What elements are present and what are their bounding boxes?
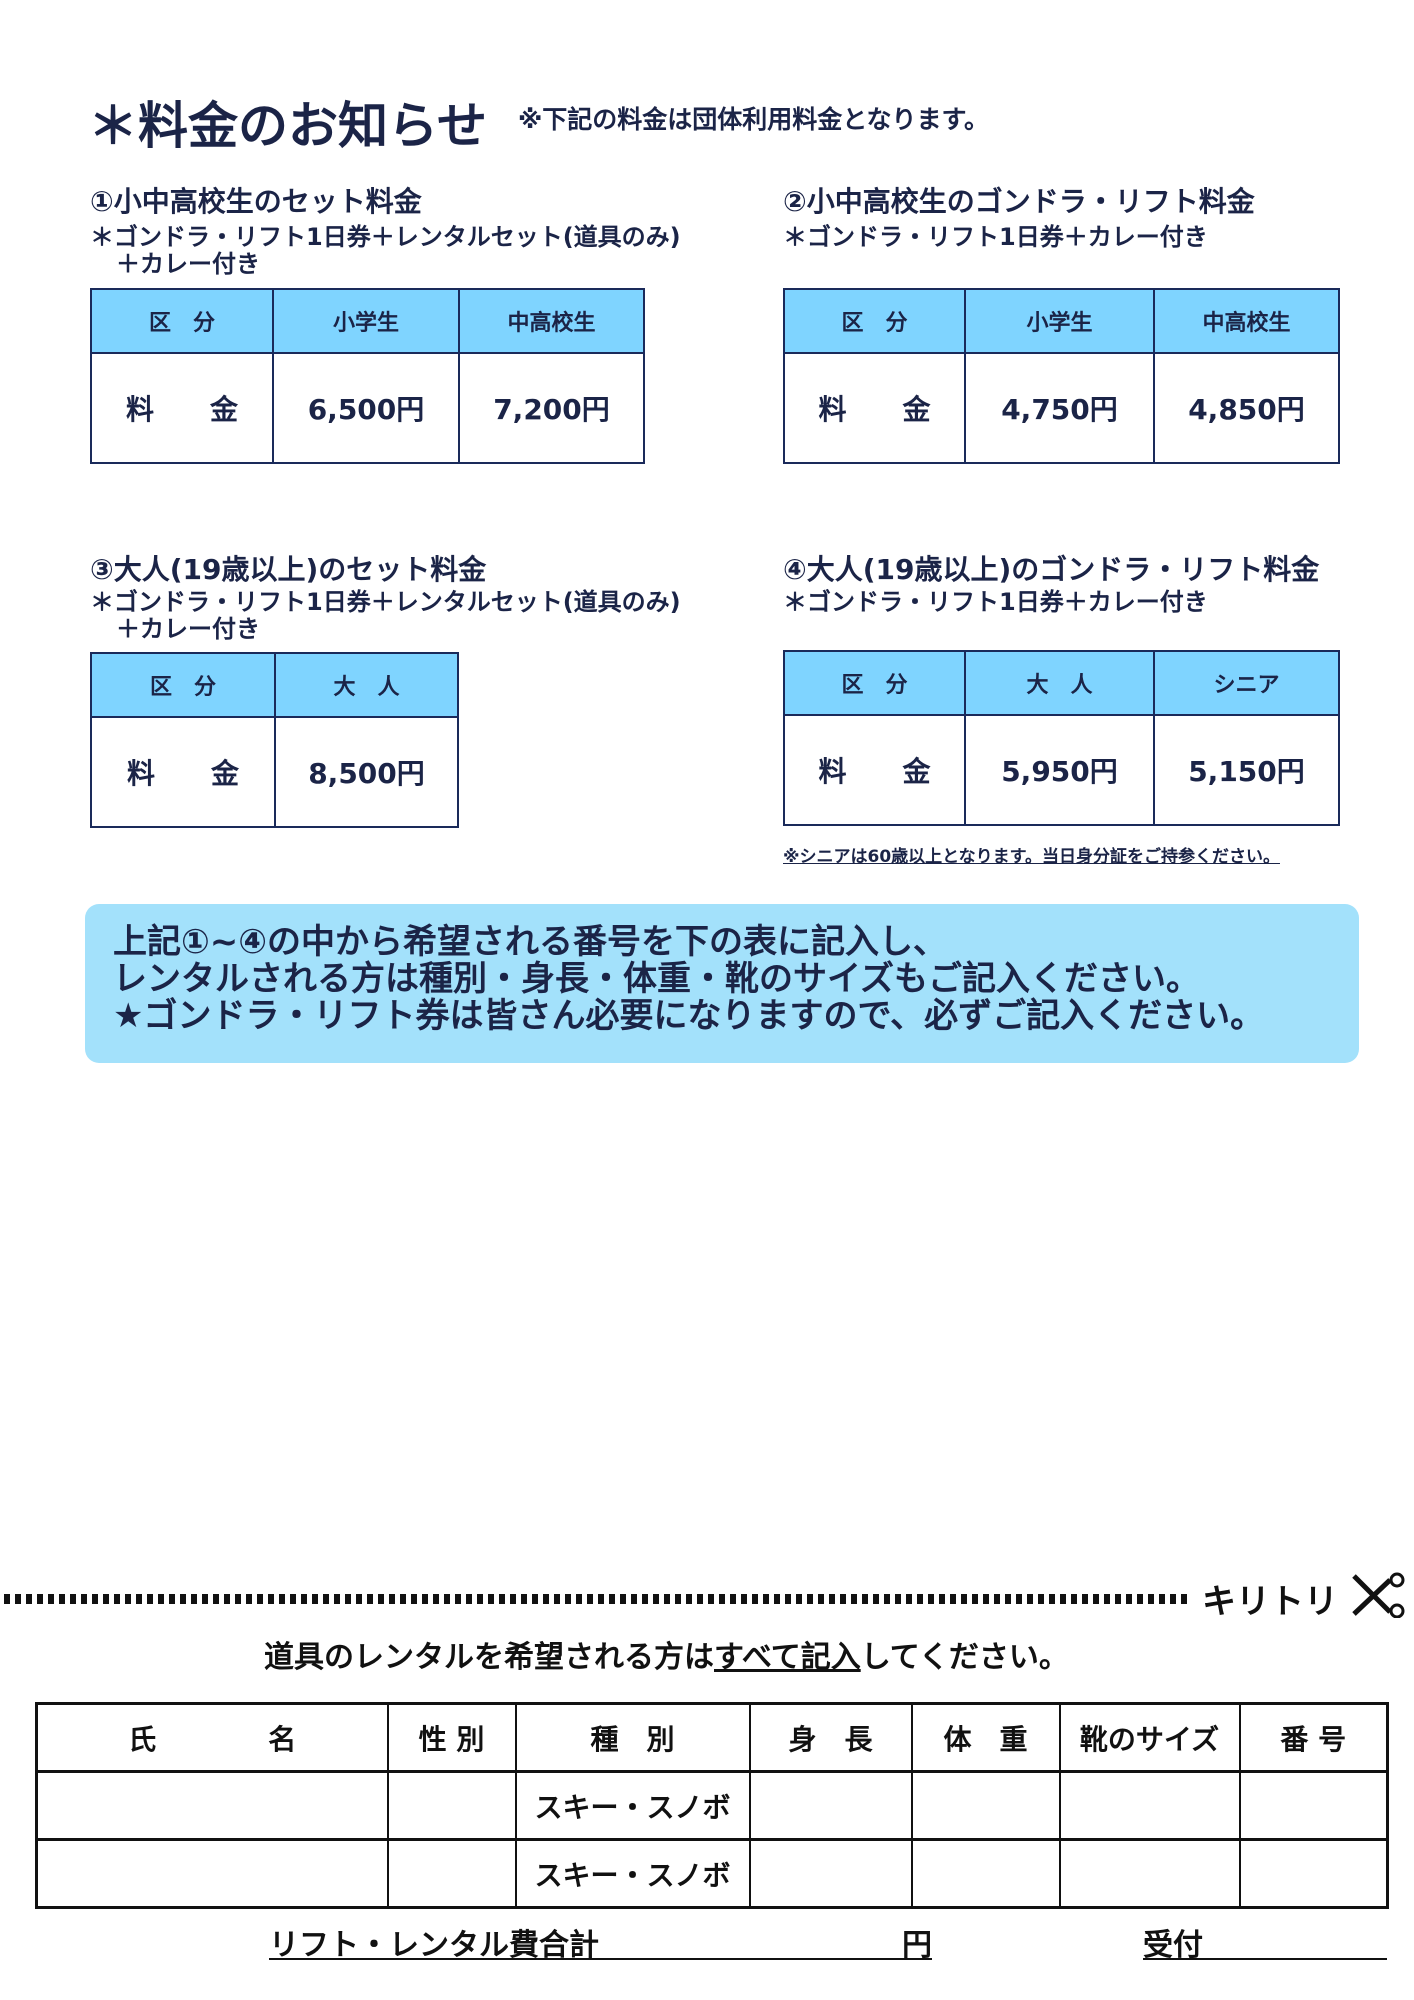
form-header: 番 号	[1238, 1702, 1389, 1773]
instruction-text: してください。	[860, 1640, 1069, 1675]
gender-field[interactable]	[386, 1770, 517, 1841]
form-header: 性 別	[386, 1702, 517, 1773]
total-label: リフト・レンタル費合計	[269, 1928, 599, 1963]
price-cell: 4,850円	[1153, 352, 1340, 464]
form-row: スキー・スノボ	[35, 1838, 1389, 1909]
page-title: ＊料金のお知らせ	[88, 97, 487, 155]
header-cell: 区 分	[90, 652, 276, 718]
form-header: 身 長	[748, 1702, 913, 1773]
header-cell: 大 人	[964, 650, 1155, 716]
header-cell: 区 分	[783, 288, 966, 354]
price-cell: 6,500円	[272, 352, 460, 464]
form-header: 靴のサイズ	[1058, 1702, 1241, 1773]
rental-form-table: 氏 名性 別種 別身 長体 重靴のサイズ番 号 スキー・スノボ スキー・スノボ	[35, 1702, 1389, 1909]
section-1-sub: ＊ゴンドラ・リフト1日券＋レンタルセット(道具のみ)	[90, 223, 681, 251]
scissors-icon	[1352, 1572, 1405, 1618]
height-field[interactable]	[748, 1770, 913, 1841]
name-field[interactable]	[35, 1838, 389, 1909]
price-cell: 4,750円	[964, 352, 1155, 464]
section-4-sub: ＊ゴンドラ・リフト1日券＋カレー付き	[783, 588, 1208, 616]
row-label: 料 金	[90, 352, 274, 464]
number-field[interactable]	[1238, 1770, 1389, 1841]
type-field[interactable]: スキー・スノボ	[514, 1838, 751, 1909]
notice-box: 上記①~④の中から希望される番号を下の表に記入し、 レンタルされる方は種別・身長…	[85, 904, 1359, 1063]
header-cell: 中高校生	[458, 288, 645, 354]
header-cell: シニア	[1153, 650, 1340, 716]
header-cell: 小学生	[964, 288, 1155, 354]
price-table-4: 区 分大 人シニア 料 金 5,950円 5,150円	[783, 650, 1340, 826]
price-cell: 8,500円	[274, 716, 459, 828]
reception-label: 受付	[1143, 1928, 1203, 1963]
title-note: ※下記の料金は団体利用料金となります。	[518, 105, 990, 134]
price-table-1: 区 分小学生 中高校生 料 金 6,500円 7,200円	[90, 288, 645, 464]
cut-line	[4, 1594, 1190, 1604]
shoe-size-field[interactable]	[1058, 1770, 1241, 1841]
gender-field[interactable]	[386, 1838, 517, 1909]
form-header: 体 重	[910, 1702, 1061, 1773]
instruction-text: 道具のレンタルを希望される方は	[264, 1640, 714, 1675]
cut-label: キリトリ	[1202, 1582, 1338, 1622]
type-field[interactable]: スキー・スノボ	[514, 1770, 751, 1841]
notice-line: 上記①~④の中から希望される番号を下の表に記入し、	[113, 922, 948, 962]
notice-line: ★ゴンドラ・リフト券は皆さん必要になりますので、必ずご記入ください。	[113, 996, 1265, 1036]
section-4-heading: ④大人(19歳以上)のゴンドラ・リフト料金	[783, 553, 1320, 586]
header-cell: 区 分	[783, 650, 966, 716]
section-3-heading: ③大人(19歳以上)のセット料金	[90, 553, 487, 586]
price-table-3: 区 分大 人 料 金 8,500円	[90, 652, 459, 828]
instruction-emphasis: すべて記入	[714, 1640, 861, 1675]
price-cell: 5,950円	[964, 714, 1155, 826]
header-cell: 大 人	[274, 652, 459, 718]
weight-field[interactable]	[910, 1838, 1061, 1909]
total-field[interactable]: リフト・レンタル費合計 円	[269, 1920, 932, 1963]
number-field[interactable]	[1238, 1838, 1389, 1909]
section-1-sub2: ＋カレー付き	[116, 250, 260, 278]
row-label: 料 金	[90, 716, 276, 828]
form-header: 氏 名	[35, 1702, 389, 1773]
shoe-size-field[interactable]	[1058, 1838, 1241, 1909]
section-1-heading: ①小中高校生のセット料金	[90, 185, 422, 218]
senior-note: ※シニアは60歳以上となります。当日身分証をご持参ください。	[783, 847, 1280, 867]
row-label: 料 金	[783, 714, 966, 826]
price-table-2: 区 分小学生 中高校生 料 金 4,750円 4,850円	[783, 288, 1340, 464]
price-cell: 5,150円	[1153, 714, 1340, 826]
header-cell: 区 分	[90, 288, 274, 354]
form-row: スキー・スノボ	[35, 1770, 1389, 1841]
section-2-sub: ＊ゴンドラ・リフト1日券＋カレー付き	[783, 223, 1208, 251]
name-field[interactable]	[35, 1770, 389, 1841]
section-3-sub: ＊ゴンドラ・リフト1日券＋レンタルセット(道具のみ)	[90, 588, 681, 616]
row-label: 料 金	[783, 352, 966, 464]
yen-label: 円	[902, 1928, 932, 1963]
header-cell: 中高校生	[1153, 288, 1340, 354]
reception-field[interactable]: 受付	[1143, 1920, 1387, 1963]
section-2-heading: ②小中高校生のゴンドラ・リフト料金	[783, 185, 1255, 218]
weight-field[interactable]	[910, 1770, 1061, 1841]
instruction: 道具のレンタルを希望される方はすべて記入してください。	[264, 1632, 1069, 1676]
header-cell: 小学生	[272, 288, 460, 354]
form-header: 種 別	[514, 1702, 751, 1773]
price-cell: 7,200円	[458, 352, 645, 464]
height-field[interactable]	[748, 1838, 913, 1909]
section-3-sub2: ＋カレー付き	[116, 615, 260, 643]
notice-line: レンタルされる方は種別・身長・体重・靴のサイズもご記入ください。	[113, 959, 1200, 999]
